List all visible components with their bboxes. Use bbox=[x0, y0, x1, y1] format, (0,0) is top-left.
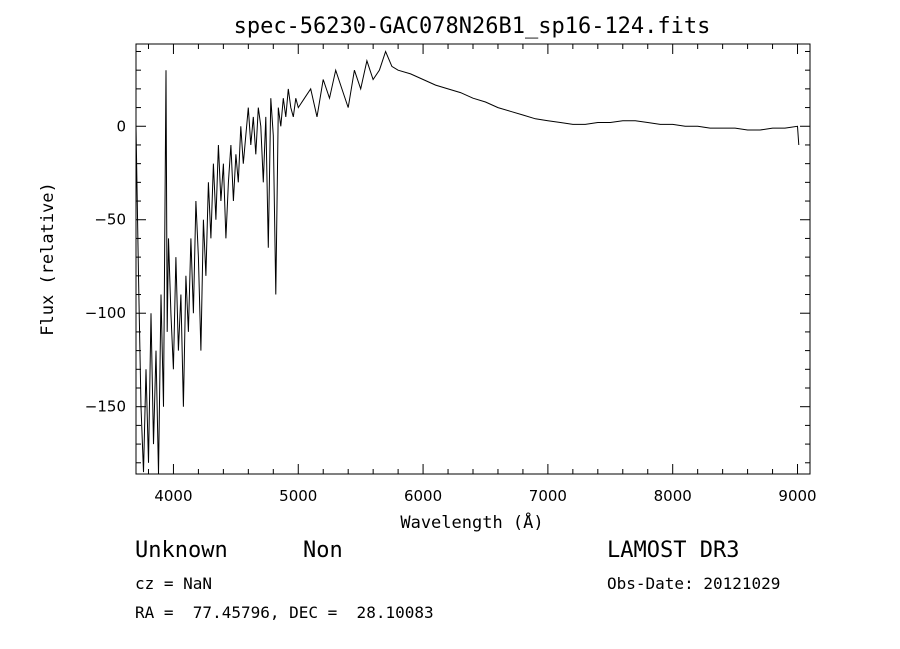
x-tick-label: 5000 bbox=[279, 487, 317, 505]
x-axis-title: Wavelength (Å) bbox=[400, 511, 543, 533]
object-subclass: Non bbox=[303, 538, 343, 563]
y-tick-label: −150 bbox=[85, 398, 126, 416]
x-tick-label: 4000 bbox=[154, 487, 192, 505]
y-tick-label: −100 bbox=[85, 304, 126, 322]
tick-labels: 4000 5000 6000 7000 8000 9000 0 −50 −100 −150 bbox=[85, 117, 817, 505]
chart-title: spec-56230-GAC078N26B1_sp16-124.fits bbox=[234, 14, 711, 39]
spectrum-line bbox=[135, 50, 800, 475]
survey-label: LAMOST DR3 bbox=[607, 538, 740, 563]
x-tick-label: 6000 bbox=[404, 487, 442, 505]
coordinates-readout: RA = 77.45796, DEC = 28.10083 bbox=[135, 603, 434, 622]
x-tick-label: 9000 bbox=[778, 487, 816, 505]
y-axis-title: Flux (relative) bbox=[38, 182, 58, 336]
y-tick-label: −50 bbox=[94, 211, 126, 229]
redshift-readout: cz = NaN bbox=[135, 574, 213, 593]
x-tick-label: 8000 bbox=[654, 487, 692, 505]
axis-ticks bbox=[136, 44, 810, 474]
plot-frame bbox=[135, 43, 811, 475]
y-tick-label: 0 bbox=[116, 117, 126, 135]
x-tick-label: 7000 bbox=[529, 487, 567, 505]
object-class: Unknown bbox=[135, 538, 228, 563]
obs-date: Obs-Date: 20121029 bbox=[607, 574, 781, 593]
